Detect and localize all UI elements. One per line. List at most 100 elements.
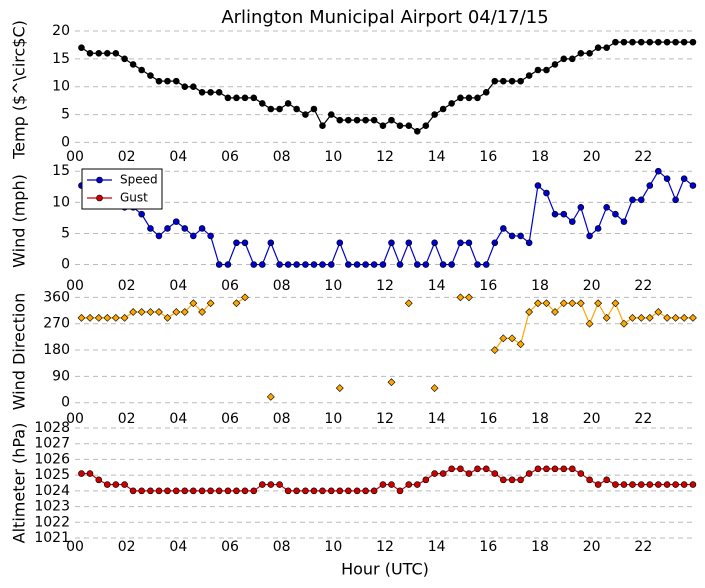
marker xyxy=(181,225,189,232)
marker xyxy=(646,182,654,189)
marker xyxy=(603,476,610,484)
marker xyxy=(207,487,214,495)
marker xyxy=(551,465,559,473)
marker xyxy=(508,77,516,85)
y-tick-label: 10 xyxy=(52,194,70,210)
marker xyxy=(482,465,490,473)
x-tick-label: 20 xyxy=(583,539,601,555)
x-tick-label: 12 xyxy=(376,149,394,165)
marker xyxy=(534,182,542,189)
marker xyxy=(293,487,300,495)
marker xyxy=(121,481,128,488)
marker xyxy=(86,470,94,477)
marker xyxy=(112,49,120,57)
marker xyxy=(302,111,309,118)
y-tick-label: 1024 xyxy=(34,483,70,499)
marker xyxy=(508,232,516,240)
marker xyxy=(680,175,688,182)
marker xyxy=(431,239,438,247)
marker xyxy=(508,476,516,484)
marker xyxy=(129,308,138,316)
marker xyxy=(388,239,395,247)
marker xyxy=(413,481,421,488)
marker xyxy=(431,470,438,477)
marker xyxy=(637,196,645,204)
marker xyxy=(319,261,326,268)
marker xyxy=(594,481,602,488)
marker xyxy=(671,313,680,322)
marker xyxy=(241,293,249,302)
marker xyxy=(121,55,128,63)
marker xyxy=(96,194,103,202)
y-tick-label: 1028 xyxy=(34,420,70,436)
x-tick-label: 04 xyxy=(169,149,187,165)
x-tick-label: 06 xyxy=(221,411,239,427)
marker xyxy=(207,232,214,240)
marker xyxy=(198,225,206,232)
marker xyxy=(465,293,473,302)
marker xyxy=(362,487,369,495)
marker xyxy=(603,204,610,211)
marker xyxy=(637,38,645,46)
marker xyxy=(147,487,154,495)
x-tick-label: 10 xyxy=(324,539,342,555)
marker xyxy=(78,470,85,477)
marker xyxy=(129,61,137,68)
marker xyxy=(198,88,206,96)
marker xyxy=(689,313,697,322)
marker xyxy=(327,487,335,495)
marker xyxy=(534,299,542,308)
y-tick-label: 90 xyxy=(52,368,70,384)
y-tick-label: 360 xyxy=(43,289,70,305)
x-tick-label: 00 xyxy=(66,149,84,165)
marker xyxy=(319,122,326,130)
marker xyxy=(560,55,568,63)
x-tick-label: 00 xyxy=(66,539,84,555)
marker xyxy=(516,340,525,349)
marker xyxy=(276,261,283,268)
marker xyxy=(560,210,568,218)
marker xyxy=(517,77,524,85)
marker xyxy=(198,308,207,316)
marker xyxy=(551,61,559,68)
marker xyxy=(612,38,619,46)
chart-title: Arlington Municipal Airport 04/17/15 xyxy=(221,7,548,28)
marker xyxy=(138,210,145,218)
marker xyxy=(594,299,603,308)
marker xyxy=(190,83,197,91)
marker xyxy=(335,384,344,392)
marker xyxy=(345,487,352,495)
marker xyxy=(319,487,326,495)
marker xyxy=(508,334,517,343)
marker xyxy=(474,261,481,268)
marker xyxy=(672,38,679,46)
y-tick-label: 1026 xyxy=(34,451,70,467)
marker xyxy=(499,334,508,343)
marker xyxy=(534,66,542,74)
marker xyxy=(422,261,430,268)
marker xyxy=(413,127,421,135)
x-tick-label: 22 xyxy=(634,278,652,294)
y-axis-label: Wind Direction xyxy=(10,293,29,411)
marker xyxy=(155,77,163,85)
marker xyxy=(534,465,542,473)
marker xyxy=(491,77,499,85)
marker xyxy=(525,72,533,79)
marker xyxy=(293,261,300,268)
marker xyxy=(525,308,534,316)
marker xyxy=(620,218,628,225)
legend: Speed Gust xyxy=(81,168,163,210)
marker xyxy=(620,481,628,488)
marker xyxy=(103,49,111,57)
marker xyxy=(379,481,387,488)
marker xyxy=(396,261,404,268)
marker xyxy=(86,313,94,322)
marker xyxy=(189,299,198,308)
marker xyxy=(542,299,551,308)
marker xyxy=(276,481,283,488)
marker xyxy=(465,470,473,477)
marker xyxy=(180,308,189,316)
marker xyxy=(586,476,593,484)
marker xyxy=(568,465,576,473)
marker xyxy=(491,239,499,247)
